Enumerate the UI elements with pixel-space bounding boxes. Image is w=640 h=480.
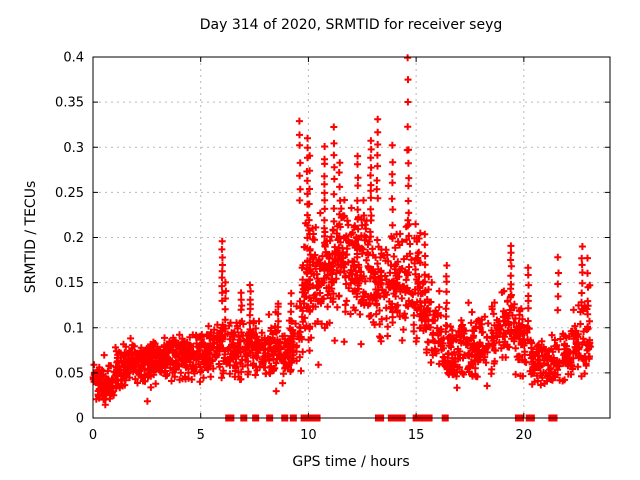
scatter-points: [89, 54, 594, 409]
x-tick-label: 10: [300, 428, 317, 443]
tick-labels: 0 5 10 15 20 0 0.05 0.1 0.15 0.2 0.25 0.3 0.35 0.4: [55, 51, 532, 444]
y-tick-label: 0.1: [63, 321, 84, 336]
y-tick-label: 0.25: [55, 186, 84, 201]
axes-border: [92, 56, 611, 419]
y-axis-label: SRMTID / TECUs: [23, 181, 39, 294]
x-tick-label: 0: [89, 428, 97, 443]
y-tick-label: 0.2: [63, 231, 84, 246]
y-tick-label: 0.05: [55, 366, 84, 381]
y-tick-label: 0.15: [55, 276, 84, 291]
x-tick-label: 5: [197, 428, 205, 443]
x-tick-label: 20: [516, 428, 533, 443]
y-tick-label: 0.3: [63, 141, 84, 156]
y-tick-label: 0.4: [63, 51, 84, 66]
x-axis-label: GPS time / hours: [292, 454, 409, 470]
chart-title: Day 314 of 2020, SRMTID for receiver sey…: [200, 17, 503, 33]
y-tick-label: 0: [76, 412, 84, 427]
y-tick-label: 0.35: [55, 96, 84, 111]
x-tick-label: 15: [408, 428, 425, 443]
